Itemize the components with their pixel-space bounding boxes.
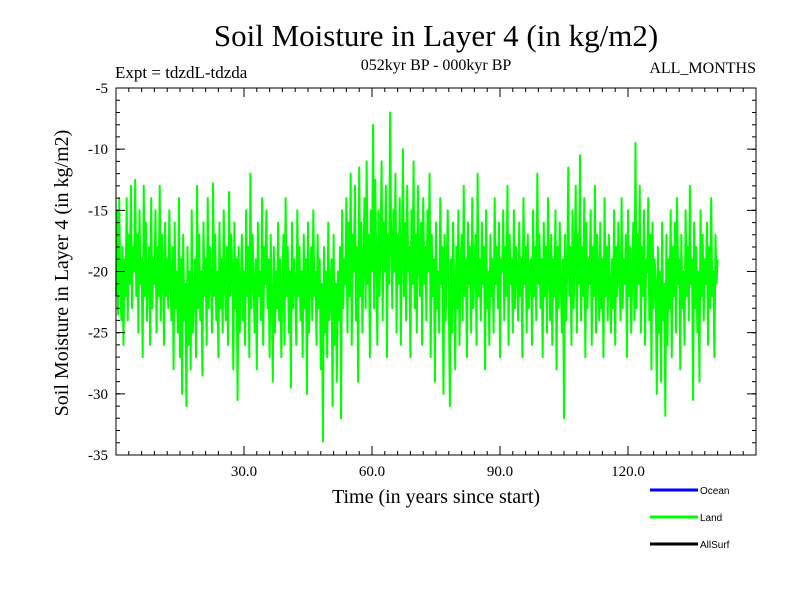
y-tick-label-5: -30 xyxy=(88,387,108,403)
y-tick-label-3: -20 xyxy=(88,265,108,281)
minor-ticks xyxy=(116,88,756,455)
chart-subtitle-center: 052kyr BP - 000kyr BP xyxy=(361,57,512,74)
x-axis-label: Time (in years since start) xyxy=(332,486,540,508)
legend: Ocean Land AllSurf xyxy=(650,486,730,551)
chart-subtitle-left: Expt = tdzdL-tdzda xyxy=(115,63,248,82)
plot-area: 30.0 60.0 90.0 120.0 -5 -10 -15 -20 -25 -30 -35 xyxy=(88,81,757,480)
y-tick-label-2: -15 xyxy=(88,203,108,219)
y-tick-label-0: -5 xyxy=(96,81,109,97)
y-tick-label-6: -35 xyxy=(88,448,108,464)
y-axis-label: Soil Moisture in Layer 4 (in kg/m2) xyxy=(51,130,73,417)
chart-title: Soil Moisture in Layer 4 (in kg/m2) xyxy=(214,18,658,53)
x-tick-label-1: 60.0 xyxy=(359,464,385,480)
x-tick-label-2: 90.0 xyxy=(487,464,513,480)
legend-label-land: Land xyxy=(700,513,722,524)
legend-label-allsurf: AllSurf xyxy=(700,540,730,551)
y-tick-label-1: -10 xyxy=(88,142,108,158)
series-line-land xyxy=(115,111,719,443)
legend-label-ocean: Ocean xyxy=(700,486,729,497)
x-tick-label-0: 30.0 xyxy=(231,464,257,480)
x-tick-label-3: 120.0 xyxy=(611,464,645,480)
y-tick-label-4: -25 xyxy=(88,326,108,342)
chart-subtitle-right: ALL_MONTHS xyxy=(649,60,756,77)
